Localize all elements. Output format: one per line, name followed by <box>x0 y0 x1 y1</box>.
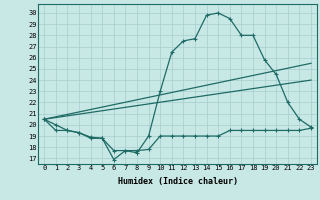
X-axis label: Humidex (Indice chaleur): Humidex (Indice chaleur) <box>118 177 238 186</box>
